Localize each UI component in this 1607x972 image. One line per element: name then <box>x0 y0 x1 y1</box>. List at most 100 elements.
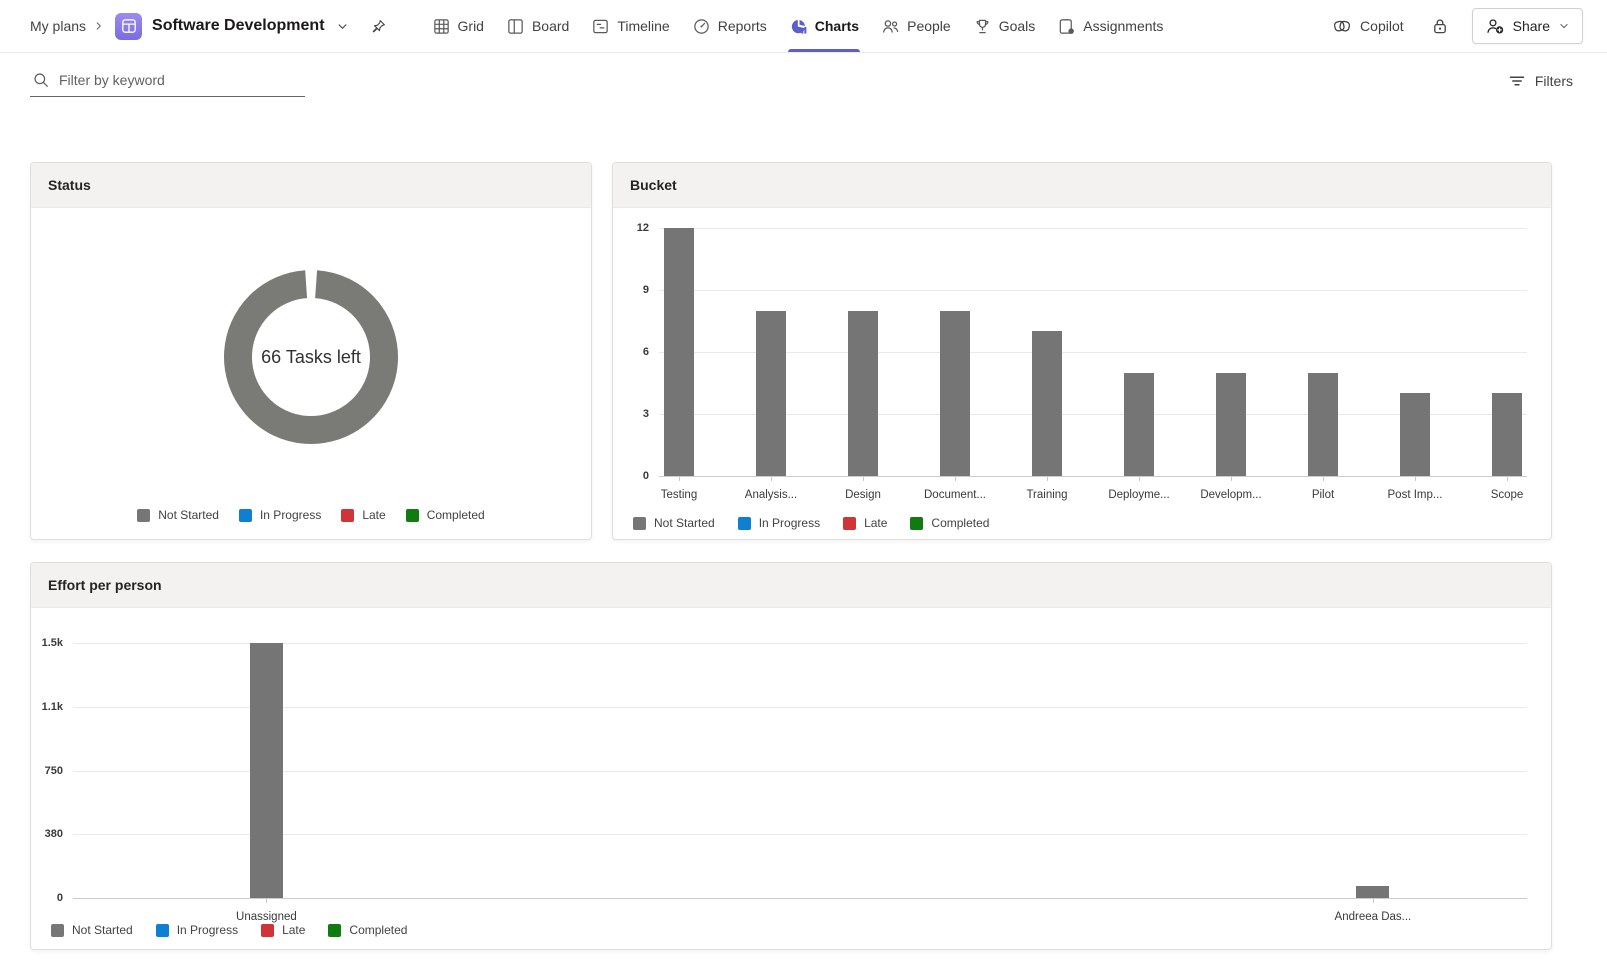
status-card: Status 66 Tasks left Not Started In Progr… <box>30 162 592 540</box>
legend-item-in-progress: In Progress <box>155 923 239 937</box>
x-axis-tick <box>1323 476 1324 481</box>
legend-label: Completed <box>349 923 408 937</box>
search-input[interactable] <box>59 71 303 88</box>
effort-card-header: Effort per person <box>31 563 1551 608</box>
y-axis-tick-label: 0 <box>642 470 649 482</box>
bar-design <box>848 310 878 476</box>
tab-board[interactable]: Board <box>495 0 580 52</box>
y-axis-tick-label: 380 <box>44 828 63 841</box>
legend-swatch <box>51 923 64 937</box>
status-card-header: Status <box>31 163 591 208</box>
bar-developm <box>1216 372 1246 476</box>
bar-testing <box>664 228 694 476</box>
reports-icon <box>692 17 711 36</box>
pin-icon[interactable] <box>370 18 387 35</box>
y-axis-tick-label: 1.1k <box>41 700 63 713</box>
status-chart-legend: Not Started In Progress Late Completed <box>31 508 591 522</box>
legend-label: In Progress <box>758 516 821 530</box>
copilot-label: Copilot <box>1360 18 1404 34</box>
tab-timeline[interactable]: Timeline <box>580 0 680 52</box>
card-title: Bucket <box>630 177 677 193</box>
legend-swatch <box>405 508 419 522</box>
x-axis-category-label: Andreea Das... <box>1334 911 1412 923</box>
y-axis-tick-label: 9 <box>642 284 649 296</box>
tab-grid[interactable]: Grid <box>421 0 495 52</box>
legend-swatch <box>137 508 151 522</box>
legend-item-in-progress: In Progress <box>238 508 321 522</box>
x-axis-category-label: Testing <box>660 489 698 501</box>
x-axis-category-label: Training <box>1026 489 1068 501</box>
legend-item-late: Late <box>341 508 386 522</box>
legend-swatch <box>238 508 252 522</box>
legend-item-not-started: Not Started <box>51 923 133 937</box>
filter-bar: Filters <box>0 53 1607 109</box>
plan-icon <box>115 12 143 40</box>
tab-label: Assignments <box>1083 18 1164 34</box>
legend-label: Late <box>362 508 386 522</box>
top-navigation: My plans Software Development Grid Board T… <box>0 0 1607 53</box>
card-title: Effort per person <box>48 577 162 593</box>
chevron-down-icon <box>1558 20 1570 32</box>
tab-goals[interactable]: Goals <box>962 0 1047 52</box>
legend-label: In Progress <box>176 923 239 937</box>
gridline <box>659 414 1527 415</box>
legend-item-late: Late <box>261 923 305 937</box>
gridline <box>73 706 1527 708</box>
effort-per-person-card: Effort per person 0 380 750 1.1k 1.5k Unassig… <box>30 562 1552 950</box>
x-axis-tick <box>1415 476 1416 481</box>
y-axis-tick-label: 6 <box>642 346 649 358</box>
tab-label: Board <box>531 18 570 34</box>
bar-analysis <box>756 310 786 476</box>
filters-button[interactable]: Filters <box>1503 65 1577 97</box>
x-axis-category-label: Analysis... <box>744 489 798 501</box>
y-axis-tick-label: 0 <box>56 892 63 904</box>
gridline <box>73 770 1527 772</box>
legend-item-in-progress: In Progress <box>737 516 821 530</box>
tab-reports[interactable]: Reports <box>681 0 778 52</box>
legend-swatch <box>737 516 751 530</box>
charts-dashboard: Status 66 Tasks left Not Started In Progr… <box>0 109 1607 972</box>
copilot-icon <box>1332 16 1352 36</box>
share-button[interactable]: Share <box>1471 8 1583 44</box>
tab-people[interactable]: People <box>870 0 962 52</box>
lock-button[interactable] <box>1424 10 1456 42</box>
tab-label: Charts <box>814 18 860 34</box>
x-axis-line <box>659 476 1527 477</box>
keyword-filter-box <box>30 66 305 97</box>
legend-item-completed: Completed <box>405 508 485 522</box>
legend-swatch <box>261 923 275 937</box>
tab-label: Grid <box>457 18 484 34</box>
bar-andreea-das <box>1356 886 1390 898</box>
search-icon <box>32 71 50 89</box>
x-axis-category-label: Pilot <box>1311 489 1335 501</box>
chevron-down-icon[interactable] <box>336 20 349 33</box>
x-axis-category-label: Document... <box>924 489 986 501</box>
board-icon <box>506 17 525 36</box>
x-axis-category-label: Deployme... <box>1108 489 1170 501</box>
x-axis-line <box>73 898 1527 899</box>
x-axis-category-label: Unassigned <box>236 911 297 923</box>
x-axis-tick <box>679 476 680 481</box>
tab-charts[interactable]: Charts <box>778 0 870 52</box>
tab-label: Timeline <box>617 18 670 34</box>
breadcrumb-my-plans[interactable]: My plans <box>30 18 87 34</box>
legend-item-completed: Completed <box>910 516 989 530</box>
bar-deployme <box>1124 372 1154 476</box>
bar-document <box>940 310 970 476</box>
goals-icon <box>973 17 992 36</box>
copilot-button[interactable]: Copilot <box>1328 10 1408 42</box>
x-axis-tick <box>1231 476 1232 481</box>
top-actions: Copilot Share <box>1328 8 1583 44</box>
legend-swatch <box>155 923 169 937</box>
x-axis-category-label: Design <box>845 489 881 501</box>
gridline <box>659 352 1527 353</box>
x-axis-category-label: Developm... <box>1200 489 1262 501</box>
legend-label: Late <box>282 923 306 937</box>
y-axis-tick-label: 12 <box>636 222 649 234</box>
tab-assignments[interactable]: Assignments <box>1046 0 1174 52</box>
bucket-bar-chart-canvas: 0 3 6 9 12 Testing Analysis... Design Document..… <box>613 208 1551 501</box>
plan-title[interactable]: Software Development <box>152 17 325 34</box>
bar-pilot <box>1308 372 1338 476</box>
effort-bar-chart-canvas: 0 380 750 1.1k 1.5k Unassigned Andreea Das... <box>31 608 1551 923</box>
person-add-icon <box>1485 16 1505 36</box>
